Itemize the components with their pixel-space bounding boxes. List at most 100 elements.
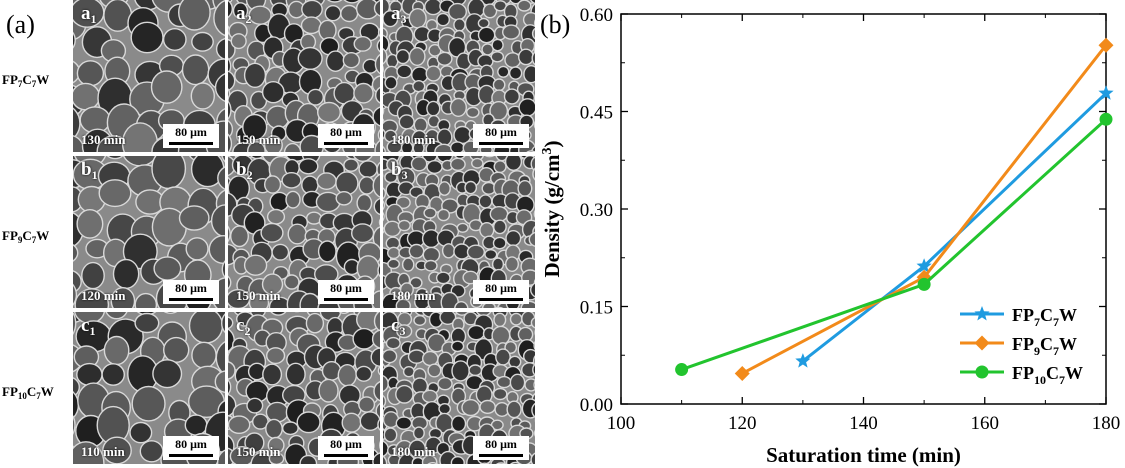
sem-tile-a2: a2 150 min 80 μm: [228, 0, 380, 152]
tile-time-label: 130 min: [81, 132, 126, 147]
row-label-mid: C: [26, 384, 37, 399]
sem-tile-b2: b2 150 min 80 μm: [228, 156, 380, 308]
tile-id: a2: [236, 3, 252, 27]
tile-id: c1: [81, 315, 95, 339]
tile-time-label: 150 min: [236, 444, 281, 459]
sem-tile-a3: a3 180 min 80 μm: [383, 0, 535, 152]
x-tick-label: 120: [728, 413, 757, 434]
row-label-sub1: 9: [17, 235, 23, 245]
row-label-sub1: 7: [17, 79, 23, 89]
scale-bar: 80 μm: [163, 280, 219, 304]
y-tick-label: 0.30: [580, 200, 613, 221]
scale-bar: 80 μm: [473, 436, 529, 460]
row-label-end: W: [40, 384, 54, 399]
tile-time-label: 180 min: [391, 132, 436, 147]
tile-id-letter: c: [391, 315, 400, 336]
scale-bar-line: [169, 142, 213, 145]
scale-bar-label: 80 μm: [330, 281, 362, 295]
tile-id-letter: a: [391, 3, 401, 24]
scale-bar-line: [324, 454, 368, 457]
tile-id-letter: a: [81, 3, 91, 24]
tile-id-sub: 1: [91, 168, 98, 182]
legend-marker: [974, 306, 990, 321]
tile-time-label: 150 min: [236, 132, 281, 147]
tile-id-letter: a: [236, 3, 246, 24]
tile-id: b2: [236, 159, 253, 183]
scale-bar-label: 80 μm: [175, 437, 207, 451]
data-point: [734, 365, 750, 381]
legend-item-2: FP10C7W: [960, 363, 1083, 387]
row-label-mid: C: [22, 72, 32, 87]
legend-name-base: FP: [1012, 334, 1034, 354]
series-line: [681, 118, 1108, 372]
data-point: [795, 353, 811, 368]
scale-bar: 80 μm: [318, 436, 374, 460]
legend-name-sub2: 7: [1053, 315, 1059, 329]
sem-micrograph: [383, 0, 535, 152]
legend-name-base: FP: [1012, 305, 1034, 325]
tile-id-letter: b: [236, 159, 247, 180]
tile-id-sub: 2: [245, 12, 252, 26]
legend-name-mid: C: [1046, 363, 1059, 383]
data-point: [1099, 112, 1113, 126]
y-axis-label: Density (g/cm3): [540, 140, 564, 277]
tile-id-sub: 3: [400, 12, 407, 26]
tile-id-sub: 1: [89, 324, 96, 338]
scale-bar-label: 80 μm: [330, 125, 362, 139]
tile-time-label: 180 min: [391, 444, 436, 459]
data-point: [916, 258, 932, 273]
legend-name-sub1: 9: [1034, 344, 1040, 358]
row-label-base: FP: [2, 228, 18, 243]
y-tick-label: 0.00: [580, 395, 613, 416]
legend-item-0: FP7C7W: [960, 305, 1077, 329]
tile-id-letter: c: [81, 315, 90, 336]
panel-b-label: (b): [540, 10, 571, 39]
sem-tile-b3: b3 180 min 80 μm: [383, 156, 535, 308]
data-point: [675, 363, 689, 377]
tile-id-sub: 3: [401, 168, 408, 182]
sem-micrograph: [383, 312, 535, 464]
scale-bar-line: [169, 298, 213, 301]
legend-name-sub2: 7: [1059, 373, 1065, 387]
tile-id: a3: [391, 3, 407, 27]
density-chart: 100 120 140 160 180 0.00 0.15 0.30 0.45 0.60 Satur…: [540, 5, 1120, 467]
sem-tile-a1: a1 130 min 80 μm: [73, 0, 225, 152]
row-label-end: W: [36, 228, 50, 243]
tile-id-sub: 2: [246, 168, 253, 182]
tile-id: c2: [236, 315, 250, 339]
sem-micrograph: [73, 312, 225, 464]
y-tick-label: 0.15: [580, 298, 613, 319]
legend-name-mid: C: [1040, 305, 1053, 325]
tile-id: b1: [81, 159, 98, 183]
tile-id: b3: [391, 159, 408, 183]
legend-item-1: FP9C7W: [960, 334, 1077, 358]
legend-name-end: W: [1065, 363, 1083, 383]
y-tick-label: 0.45: [580, 103, 613, 124]
legend-marker: [975, 365, 989, 379]
tile-id-sub: 1: [90, 12, 97, 26]
row-label-a: FP7C7W: [2, 72, 49, 89]
sem-tile-b1: b1 120 min 80 μm: [73, 156, 225, 308]
row-label-base: FP: [2, 384, 18, 399]
scale-bar-label: 80 μm: [485, 437, 517, 451]
row-label-b: FP9C7W: [2, 228, 49, 245]
legend-name-mid: C: [1040, 334, 1053, 354]
y-axis-label-main: Density (g/cm: [540, 154, 564, 278]
x-tick-label: 100: [607, 413, 636, 434]
tile-time-label: 180 min: [391, 288, 436, 303]
sem-tile-c2: c2 150 min 80 μm: [228, 312, 380, 464]
legend-label: FP9C7W: [1012, 334, 1077, 358]
scale-bar-label: 80 μm: [175, 125, 207, 139]
legend-label: FP10C7W: [1012, 363, 1083, 387]
series-0: [795, 85, 1114, 368]
legend-name-base: FP: [1012, 363, 1034, 383]
scale-bar: 80 μm: [163, 124, 219, 148]
y-tick-label: 0.60: [580, 5, 613, 26]
tile-id: a1: [81, 3, 97, 27]
x-tick-label: 160: [971, 413, 1000, 434]
legend-name-sub1: 7: [1034, 315, 1040, 329]
row-label-c: FP10C7W: [2, 384, 54, 401]
tile-time-label: 150 min: [236, 288, 281, 303]
scale-bar-label: 80 μm: [485, 281, 517, 295]
x-tick-label: 140: [849, 413, 878, 434]
